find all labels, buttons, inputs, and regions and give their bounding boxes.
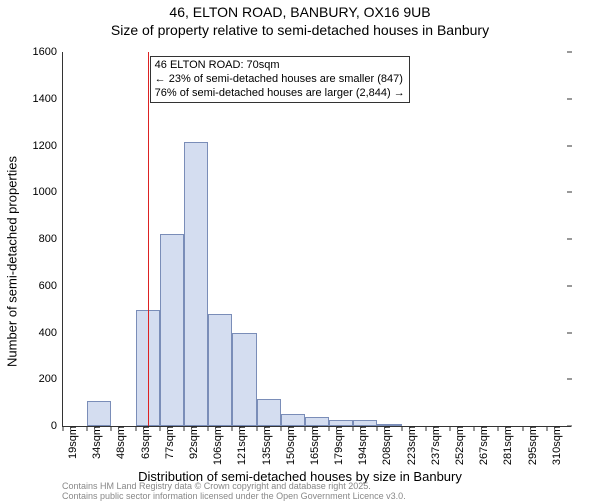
x-tick-label: 150sqm — [281, 426, 297, 465]
annotation-box: 46 ELTON ROAD: 70sqm ← 23% of semi-detac… — [150, 56, 410, 103]
x-tick-mark — [377, 426, 378, 431]
annotation-line1: 46 ELTON ROAD: 70sqm — [155, 59, 405, 73]
x-tick-mark — [474, 426, 475, 431]
histogram-bar — [184, 142, 208, 426]
histogram-bar — [281, 414, 305, 426]
y-tick-label: 800 — [39, 233, 63, 245]
chart-container: 46, ELTON ROAD, BANBURY, OX16 9UB Size o… — [0, 4, 600, 504]
x-tick-mark — [450, 426, 451, 431]
x-tick-label: 281sqm — [498, 426, 514, 465]
x-tick-mark — [304, 426, 305, 431]
y-tick-label: 1200 — [33, 140, 63, 152]
x-tick-mark — [63, 426, 64, 431]
histogram-bar — [257, 399, 281, 426]
x-tick-mark — [498, 426, 499, 431]
x-tick-mark — [232, 426, 233, 431]
x-tick-label: 179sqm — [329, 426, 345, 465]
y-tick-mark — [567, 239, 572, 240]
x-tick-mark — [159, 426, 160, 431]
histogram-bar — [305, 417, 329, 426]
y-tick-label: 200 — [39, 373, 63, 385]
x-tick-label: 19sqm — [63, 426, 79, 459]
x-tick-label: 92sqm — [184, 426, 200, 459]
y-tick-mark — [567, 98, 572, 99]
x-tick-label: 106sqm — [208, 426, 224, 465]
chart-subtitle: Size of property relative to semi-detach… — [0, 22, 600, 38]
x-tick-label: 63sqm — [136, 426, 152, 459]
footer-attribution: Contains HM Land Registry data © Crown c… — [62, 482, 406, 502]
x-tick-mark — [87, 426, 88, 431]
chart-title-line1: 46, ELTON ROAD, BANBURY, OX16 9UB — [0, 4, 600, 20]
x-tick-mark — [208, 426, 209, 431]
x-tick-label: 267sqm — [474, 426, 490, 465]
x-tick-mark — [425, 426, 426, 431]
histogram-bar — [87, 401, 111, 426]
y-tick-mark — [567, 192, 572, 193]
x-tick-mark — [401, 426, 402, 431]
reference-line — [148, 52, 149, 426]
x-tick-mark — [329, 426, 330, 431]
y-tick-label: 1600 — [33, 46, 63, 58]
y-tick-label: 1400 — [33, 93, 63, 105]
x-tick-label: 165sqm — [305, 426, 321, 465]
x-tick-mark — [546, 426, 547, 431]
histogram-bar — [208, 314, 232, 426]
x-tick-label: 121sqm — [232, 426, 248, 465]
x-tick-mark — [256, 426, 257, 431]
x-tick-label: 237sqm — [426, 426, 442, 465]
x-tick-mark — [183, 426, 184, 431]
x-tick-label: 77sqm — [160, 426, 176, 459]
y-tick-label: 600 — [39, 280, 63, 292]
y-tick-mark — [567, 426, 572, 427]
footer-line2: Contains public sector information licen… — [62, 492, 406, 502]
annotation-line2: ← 23% of semi-detached houses are smalle… — [155, 73, 405, 87]
x-tick-mark — [111, 426, 112, 431]
y-tick-mark — [567, 332, 572, 333]
y-tick-label: 1000 — [33, 186, 63, 198]
y-tick-mark — [567, 145, 572, 146]
histogram-bar — [160, 234, 184, 426]
x-tick-label: 135sqm — [257, 426, 273, 465]
x-tick-mark — [135, 426, 136, 431]
x-tick-mark — [353, 426, 354, 431]
x-tick-label: 194sqm — [353, 426, 369, 465]
y-tick-mark — [567, 285, 572, 286]
x-tick-label: 34sqm — [87, 426, 103, 459]
x-tick-mark — [522, 426, 523, 431]
x-tick-label: 252sqm — [450, 426, 466, 465]
histogram-bar — [232, 333, 256, 427]
y-tick-label: 400 — [39, 327, 63, 339]
y-tick-mark — [567, 379, 572, 380]
x-tick-label: 310sqm — [547, 426, 563, 465]
y-tick-label: 0 — [51, 420, 63, 432]
plot-area: 46 ELTON ROAD: 70sqm ← 23% of semi-detac… — [62, 52, 571, 427]
x-tick-label: 208sqm — [377, 426, 393, 465]
y-tick-mark — [567, 52, 572, 53]
x-tick-label: 48sqm — [111, 426, 127, 459]
y-axis-label: Number of semi-detached properties — [5, 156, 20, 367]
x-tick-label: 295sqm — [523, 426, 539, 465]
annotation-line3: 76% of semi-detached houses are larger (… — [155, 87, 405, 101]
x-tick-mark — [280, 426, 281, 431]
x-tick-label: 223sqm — [402, 426, 418, 465]
